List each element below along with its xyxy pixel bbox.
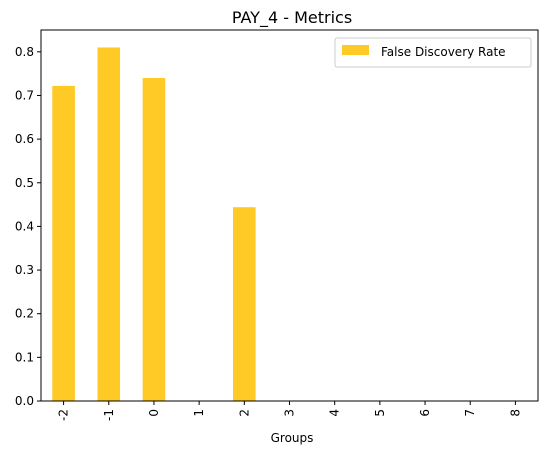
x-tick-label: 1 xyxy=(192,409,206,417)
y-axis: 0.0 0.1 0.2 0.3 0.4 0.5 0.6 0.7 0.8 xyxy=(15,45,41,408)
y-tick-label: 0.7 xyxy=(15,88,34,102)
bar--2 xyxy=(52,85,75,402)
bar-0 xyxy=(142,78,166,401)
x-tick-label: 7 xyxy=(463,409,477,417)
chart-title: PAY_4 - Metrics xyxy=(232,8,352,28)
legend-swatch xyxy=(342,45,369,55)
y-tick-label: 0.2 xyxy=(15,307,34,321)
y-tick-label: 0.4 xyxy=(15,219,34,233)
x-tick-label: 6 xyxy=(418,409,432,417)
x-axis-label: Groups xyxy=(271,431,314,445)
y-tick-label: 0.0 xyxy=(15,394,34,408)
bars-group xyxy=(52,47,256,402)
legend: False Discovery Rate xyxy=(334,37,532,68)
bar--1 xyxy=(97,47,121,402)
x-tick-label: 4 xyxy=(328,409,342,417)
x-tick-label: -1 xyxy=(102,409,116,421)
x-tick-label: 5 xyxy=(373,409,387,417)
x-tick-label: 0 xyxy=(147,409,161,417)
bar-2 xyxy=(233,207,256,401)
y-tick-label: 0.1 xyxy=(15,350,34,364)
y-tick-label: 0.3 xyxy=(15,263,34,277)
x-axis: -2 -1 0 1 2 3 4 5 6 7 8 xyxy=(57,401,522,421)
x-tick-label: -2 xyxy=(57,409,71,421)
plot-frame xyxy=(40,29,539,402)
legend-label: False Discovery Rate xyxy=(381,45,506,59)
x-tick-label: 8 xyxy=(508,409,522,417)
y-tick-label: 0.8 xyxy=(15,45,34,59)
x-tick-label: 2 xyxy=(237,409,251,417)
x-tick-label: 3 xyxy=(283,409,297,417)
y-tick-label: 0.5 xyxy=(15,176,34,190)
y-tick-label: 0.6 xyxy=(15,132,34,146)
legend-box xyxy=(334,37,532,68)
